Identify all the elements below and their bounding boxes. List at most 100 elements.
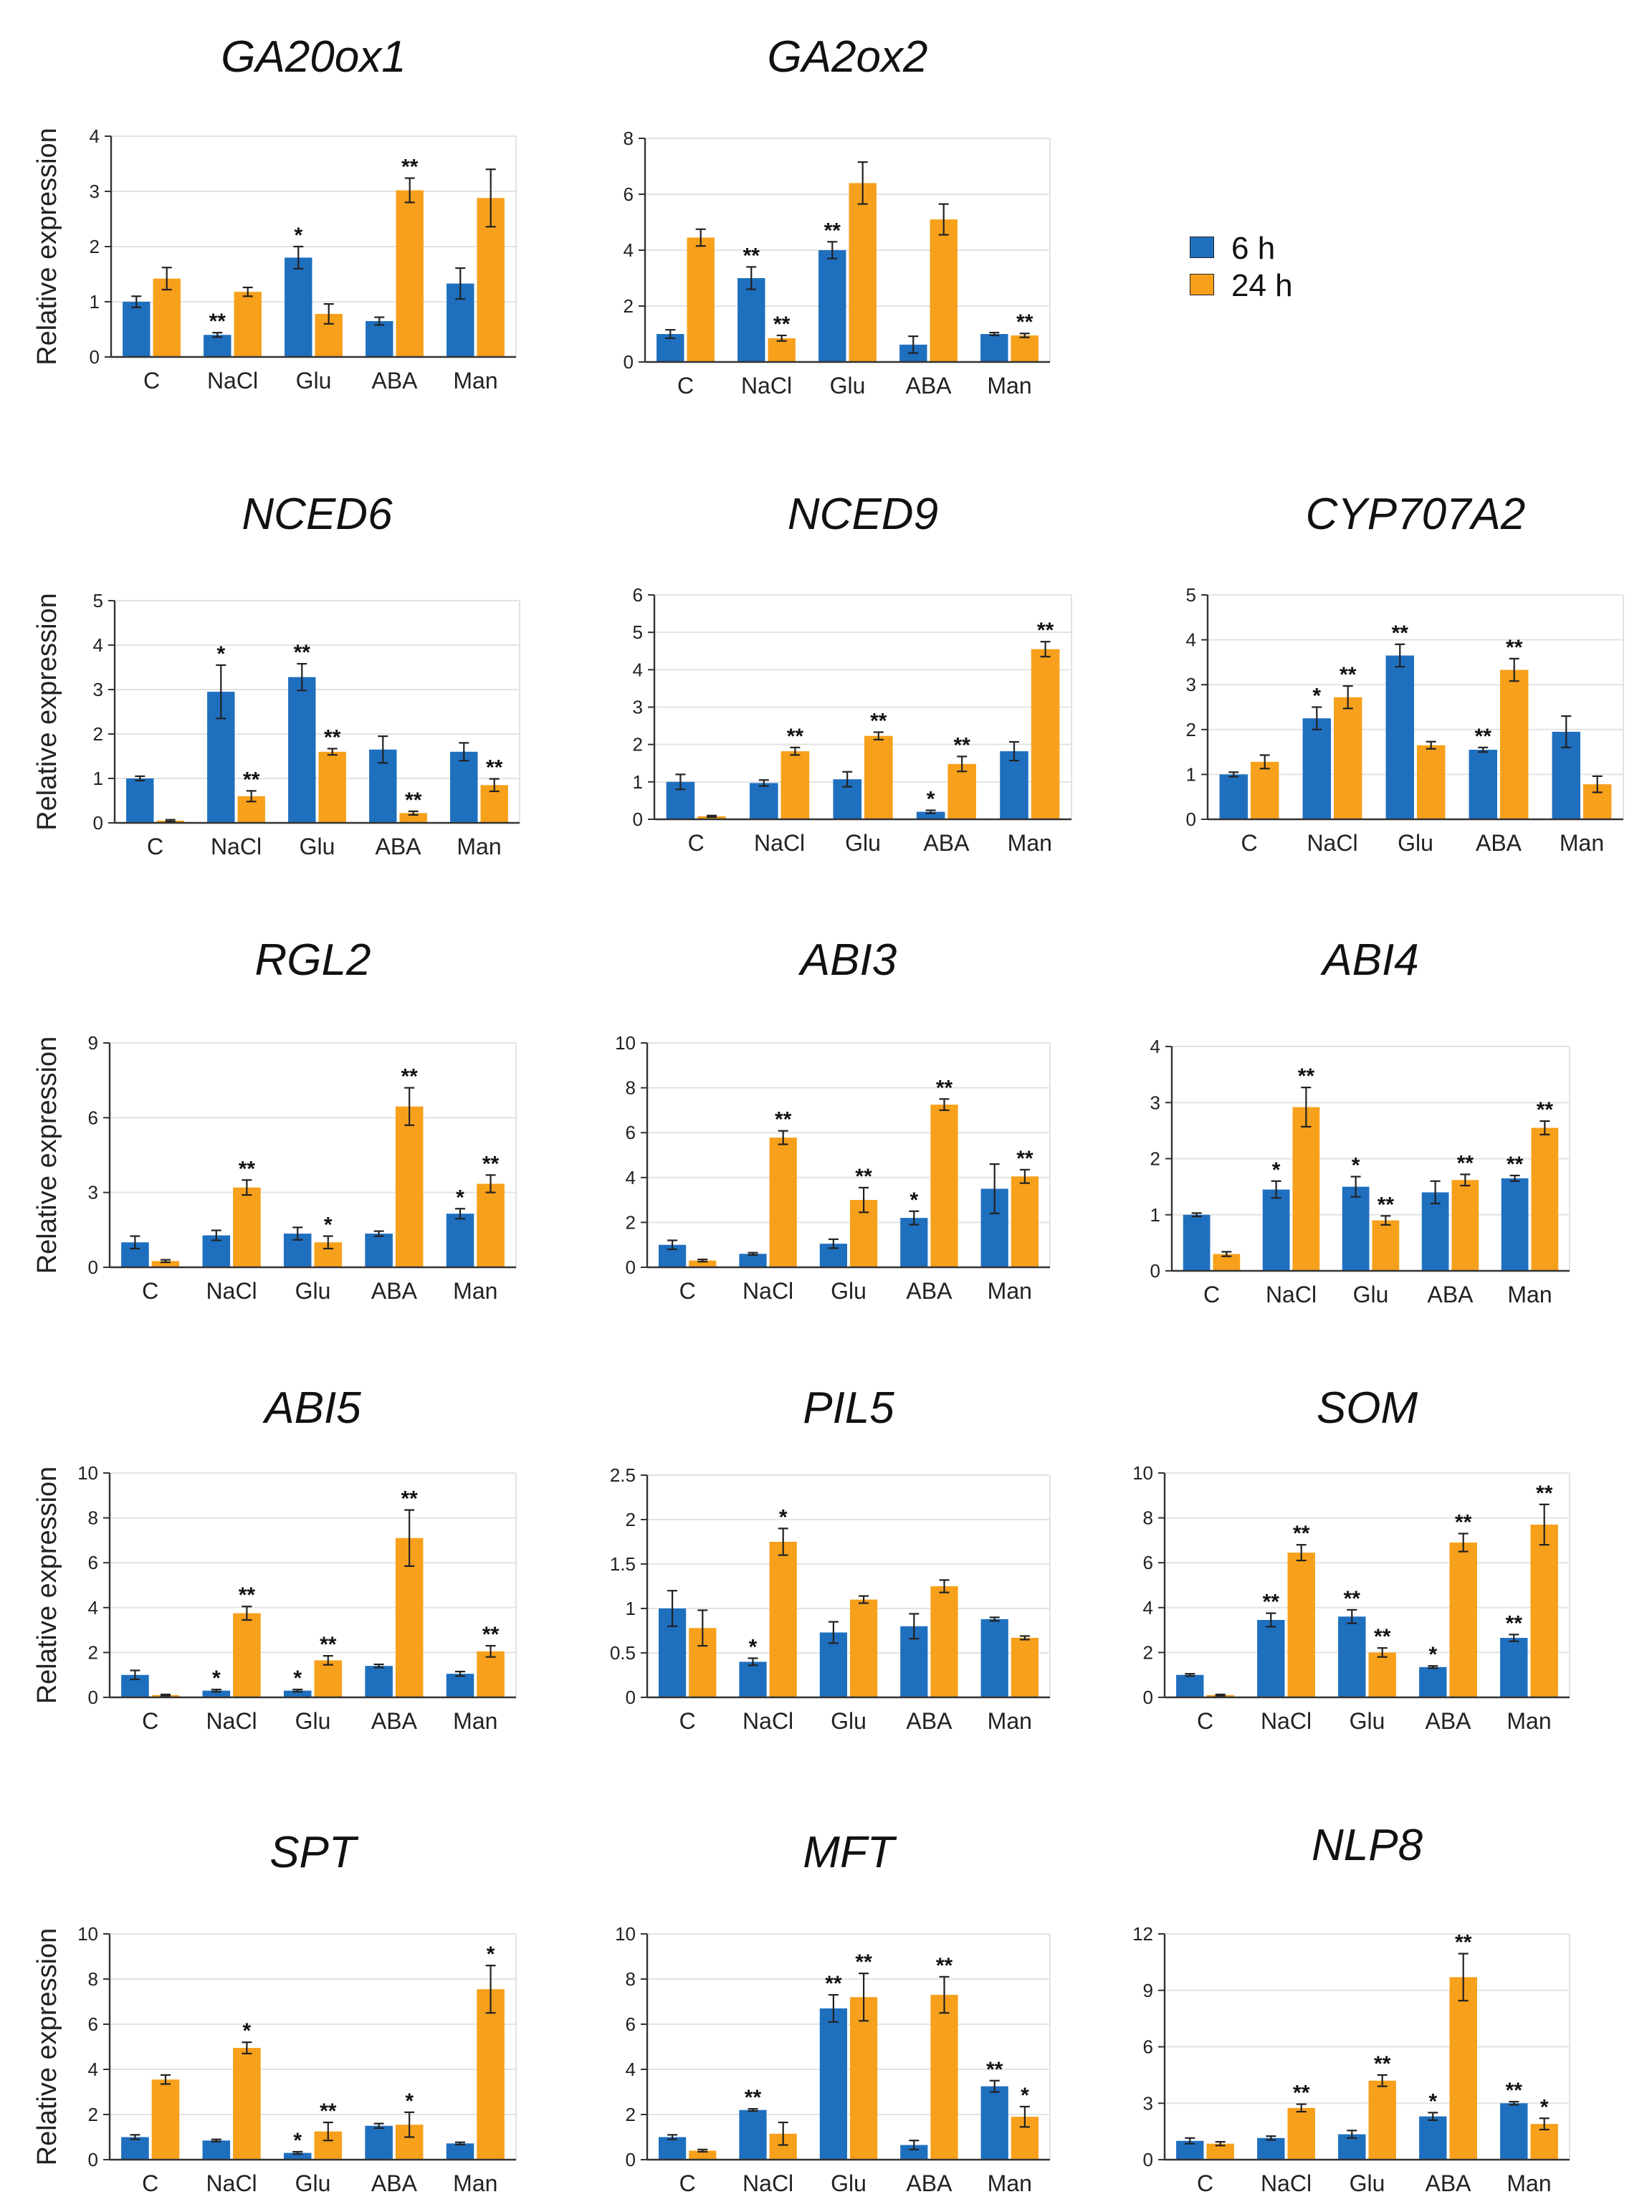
x-tick-label: Glu [830,373,866,399]
y-tick-label: 4 [93,634,103,656]
x-tick-label: ABA [905,373,952,399]
x-tick-label: C [679,1708,696,1734]
bar-6h [365,2125,393,2160]
significance-mark: ** [1506,2079,1523,2102]
significance-mark: ** [320,2099,337,2123]
bar-6h [737,278,765,362]
x-tick-label: Man [453,1708,497,1734]
bar-24h [233,2048,261,2160]
legend-entry-24h: 24 h [1190,265,1405,303]
bar-6h [366,320,393,357]
significance-mark: ** [401,156,419,179]
x-tick-label: Glu [845,830,881,856]
bar-6h [202,2140,231,2160]
bar-24h [395,1106,424,1267]
bar-6h [1302,718,1331,819]
y-tick-label: 4 [88,1597,98,1619]
significance-mark: * [1021,2084,1029,2107]
y-tick-label: 3 [1150,1092,1160,1113]
y-tick-label: 10 [77,1462,98,1484]
y-tick-label: 6 [633,584,643,606]
significance-mark: ** [936,1954,953,1978]
y-tick-label: 4 [1186,629,1196,651]
significance-mark: ** [773,313,791,336]
bar-24h [396,190,424,357]
bar-24h [1368,1652,1396,1697]
y-tick-label: 0 [624,351,634,373]
y-tick-label: 5 [93,590,103,611]
significance-mark: * [243,2019,252,2043]
significance-mark: ** [486,756,503,780]
bar-6h [1262,1189,1290,1271]
x-tick-label: C [142,2170,158,2196]
y-tick-label: 6 [626,1122,636,1143]
y-tick-label: 0 [90,346,100,368]
x-tick-label: NaCl [207,368,258,394]
significance-mark: ** [986,2058,1003,2082]
chart-ga20ox1: GA20ox1 0 1 2 3 4 Relative expression C ** NaCl * G… [32,32,517,394]
y-tick-label: 0 [88,1687,98,1708]
bar-24h [234,292,262,357]
y-tick-label: 3 [90,181,100,202]
significance-mark: ** [482,1152,500,1176]
bar-6h [121,2137,149,2160]
significance-mark: ** [855,1165,872,1188]
bar-6h [446,1214,474,1267]
bar-24h [1449,1977,1477,2160]
bar-6h [750,783,778,819]
y-tick-label: 6 [88,1552,98,1573]
bar-24h [233,1187,261,1267]
bar-6h [1419,1667,1447,1697]
chart-pil5: PIL5 0 0.5 1 1.5 2 2.5 C * * NaCl Glu ABA Man [610,1383,1051,1734]
bar-6h [1257,2137,1285,2160]
y-tick-label: 0 [1186,809,1196,830]
bar-24h [768,338,796,362]
bar-24h [947,763,976,819]
bar-6h [126,778,154,823]
y-tick-label: 6 [1143,1552,1153,1573]
significance-mark: ** [239,1583,256,1607]
bar-6h [1385,655,1414,819]
x-tick-label: Glu [831,1708,866,1734]
y-tick-label: 5 [633,621,643,643]
bar-24h [1011,335,1039,362]
x-tick-label: Glu [1350,2170,1385,2196]
significance-mark: ** [243,768,260,791]
x-tick-label: ABA [371,1278,418,1304]
bar-24h [1251,761,1279,819]
significance-mark: ** [1016,310,1033,334]
y-tick-label: 2 [633,734,643,755]
significance-mark: ** [1455,1931,1472,1955]
significance-mark: ** [1507,1153,1524,1176]
bar-24h [769,1542,797,1697]
y-tick-label: 8 [626,1968,636,1990]
significance-mark: ** [1340,663,1357,687]
y-tick-label: 4 [1150,1036,1160,1057]
x-tick-label: ABA [1425,1708,1471,1734]
chart-title: PIL5 [803,1383,894,1433]
x-tick-label: ABA [906,1278,952,1304]
significance-mark: * [779,1505,788,1529]
y-tick-label: 4 [88,2059,98,2080]
legend-swatch-6h [1190,237,1214,258]
x-tick-label: ABA [923,830,970,856]
y-tick-label: 8 [88,1968,98,1990]
bar-24h [477,1989,505,2160]
bar-6h [1500,2103,1528,2160]
y-tick-label: 12 [1132,1923,1153,1945]
bar-6h [1000,751,1028,819]
x-tick-label: Man [457,834,501,859]
significance-mark: * [405,2089,414,2113]
significance-mark: * [294,224,302,247]
y-axis-label: Relative expression [32,128,62,366]
bar-24h [151,1261,180,1267]
y-tick-label: 0 [88,1257,98,1278]
x-tick-label: ABA [1427,1282,1474,1307]
significance-mark: ** [1506,636,1523,659]
bar-24h [314,1660,343,1697]
significance-mark: ** [239,1157,256,1181]
